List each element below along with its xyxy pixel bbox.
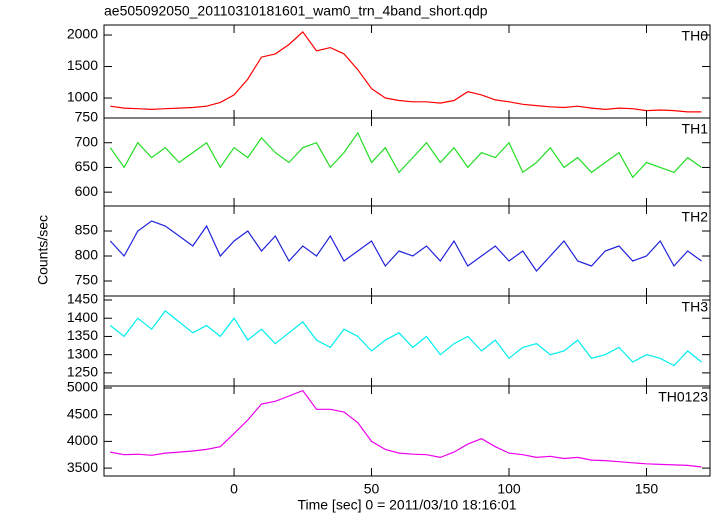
y-axis-label: Counts/sec xyxy=(35,215,51,285)
panel-label: TH3 xyxy=(682,299,709,315)
panel-frame xyxy=(103,24,711,119)
panel-label: TH0 xyxy=(682,28,709,44)
y-tick-label: 750 xyxy=(75,272,99,288)
x-tick-label: 150 xyxy=(635,481,659,497)
panel-label: TH1 xyxy=(682,121,709,137)
y-tick-label: 750 xyxy=(75,109,99,125)
x-axis-label: Time [sec] 0 = 2011/03/10 18:16:01 xyxy=(297,497,516,513)
light-curve xyxy=(110,389,702,468)
light-curve xyxy=(109,220,702,272)
y-tick-label: 700 xyxy=(75,133,99,149)
y-tick-label: 650 xyxy=(75,158,99,174)
panel-label: TH0123 xyxy=(658,389,708,405)
y-tick-label: 1500 xyxy=(67,57,98,73)
y-tick-label: 5000 xyxy=(67,379,98,395)
y-tick-label: 2000 xyxy=(67,26,98,42)
y-tick-label: 1400 xyxy=(67,309,98,325)
panel-frame xyxy=(103,117,711,207)
y-tick-label: 1350 xyxy=(67,327,98,343)
light-curve xyxy=(109,310,702,367)
panel-frame xyxy=(103,385,711,477)
y-tick-label: 3500 xyxy=(67,459,98,475)
x-tick-label: 50 xyxy=(364,481,380,497)
y-tick-label: 1300 xyxy=(67,345,98,361)
light-curve xyxy=(110,31,702,113)
y-tick-label: 800 xyxy=(75,247,99,263)
y-tick-label: 4000 xyxy=(67,432,98,448)
y-tick-label: 4500 xyxy=(67,405,98,421)
panel-frame xyxy=(103,205,711,297)
chart-title: ae505092050_20110310181601_wam0_trn_4ban… xyxy=(104,3,488,19)
y-tick-label: 1000 xyxy=(67,89,98,105)
panel-label: TH2 xyxy=(682,209,709,225)
light-curve xyxy=(109,131,702,179)
y-tick-label: 1450 xyxy=(67,291,98,307)
y-tick-label: 1250 xyxy=(67,364,98,380)
x-tick-label: 0 xyxy=(230,481,238,497)
y-tick-label: 600 xyxy=(75,183,99,199)
x-tick-label: 100 xyxy=(497,481,521,497)
y-tick-label: 850 xyxy=(75,222,99,238)
